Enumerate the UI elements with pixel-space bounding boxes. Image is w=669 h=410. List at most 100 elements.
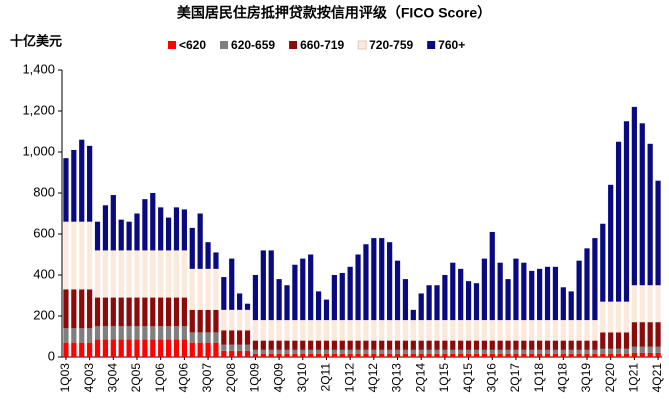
bar-segment [181, 297, 187, 327]
bar-segment [276, 279, 282, 321]
bar-segment [615, 301, 622, 333]
x-tick-label: 1Q03 [58, 363, 72, 393]
bar-segment [497, 349, 503, 354]
bar-segment [300, 320, 306, 341]
bar-segment [142, 297, 148, 327]
bar-segment [450, 349, 456, 354]
bar-segment [63, 342, 69, 357]
bar-segment [623, 121, 630, 302]
bar-segment [465, 340, 472, 350]
bar-segment [315, 320, 322, 341]
bar-segment [608, 301, 614, 333]
bar-segment [315, 291, 322, 321]
bar-segment [584, 248, 590, 321]
bar-segment [584, 340, 590, 350]
bar-segment [489, 349, 495, 354]
x-tick-label: 2Q17 [508, 363, 522, 393]
bar-segment [529, 270, 535, 321]
bar-segment [213, 268, 219, 310]
legend-label: <620 [179, 38, 206, 52]
bar-segment [252, 349, 259, 354]
bar-segment [292, 353, 298, 357]
bar-segment [94, 297, 101, 327]
bar-segment [323, 320, 330, 341]
bar-segment [371, 340, 377, 350]
bar-segment [268, 320, 274, 341]
bar-segment [205, 268, 211, 310]
bar-segment [134, 213, 140, 251]
bar-segment [426, 320, 432, 341]
bar-segment [631, 106, 637, 286]
y-axis-label: 十亿美元 [10, 33, 62, 48]
bar-segment [639, 123, 645, 286]
x-tick-label: 3Q07 [200, 363, 214, 393]
bar-segment [394, 340, 401, 350]
bar-segment [568, 353, 574, 357]
bar-segment [458, 268, 464, 321]
x-tick-label: 2Q14 [413, 363, 427, 393]
bar-segment [387, 353, 393, 357]
bar-segment [165, 326, 172, 340]
bar-segment [110, 195, 116, 251]
y-tick-label: 1,400 [22, 61, 55, 76]
bar-segment [126, 221, 132, 251]
bar-segment [521, 353, 527, 357]
bar-segment [150, 339, 156, 357]
bar-segment [300, 340, 306, 350]
bar-segment [284, 320, 290, 341]
x-tick-label: 3Q19 [579, 363, 593, 393]
bar-segment [63, 328, 69, 343]
bar-segment [102, 339, 109, 357]
bar-segment [560, 349, 566, 354]
bar-segment [426, 353, 432, 357]
bar-segment [473, 340, 480, 350]
bar-segment [592, 349, 598, 354]
bar-segment [276, 349, 282, 354]
bar-segment [94, 250, 101, 298]
bar-segment [387, 242, 393, 321]
bar-segment [71, 289, 77, 329]
bar-segment [197, 268, 203, 310]
bar-segment [197, 309, 203, 333]
bar-segment [402, 340, 409, 350]
bar-segment [142, 250, 148, 298]
bar-segment [410, 353, 416, 357]
bar-segment [402, 349, 409, 354]
bar-segment [639, 285, 645, 323]
bar-segment [402, 279, 409, 321]
bar-segment [181, 326, 187, 340]
bar-segment [94, 221, 101, 251]
bar-segment [552, 320, 559, 341]
legend-label: 760+ [438, 38, 465, 52]
bar-segment [639, 352, 645, 357]
bar-segment [473, 353, 480, 357]
bar-segment [379, 349, 385, 354]
bar-segment [331, 349, 337, 354]
bar-segment [489, 320, 495, 341]
bar-segment [623, 301, 630, 333]
bar-segment [331, 320, 337, 341]
bar-segment [418, 340, 424, 350]
bar-segment [584, 353, 590, 357]
bar-segment [465, 349, 472, 354]
bar-segment [655, 352, 661, 357]
bar-segment [473, 283, 480, 321]
bar-segment [229, 344, 235, 351]
bar-segment [308, 254, 314, 321]
bar-segment [229, 350, 235, 357]
bar-segment [410, 340, 416, 350]
bar-segment [237, 350, 243, 357]
bar-segment [87, 328, 93, 343]
bar-segment [458, 320, 464, 341]
bar-segment [387, 349, 393, 354]
y-tick-label: 1,200 [22, 102, 55, 117]
bar-segment [79, 221, 85, 290]
bar-segment [371, 349, 377, 354]
bar-segment [592, 340, 598, 350]
bar-segment [173, 250, 180, 298]
bar-segment [568, 340, 574, 350]
bar-segment [631, 352, 637, 357]
bar-segment [379, 340, 385, 350]
bar-segment [418, 320, 424, 341]
bar-segment [213, 332, 219, 343]
